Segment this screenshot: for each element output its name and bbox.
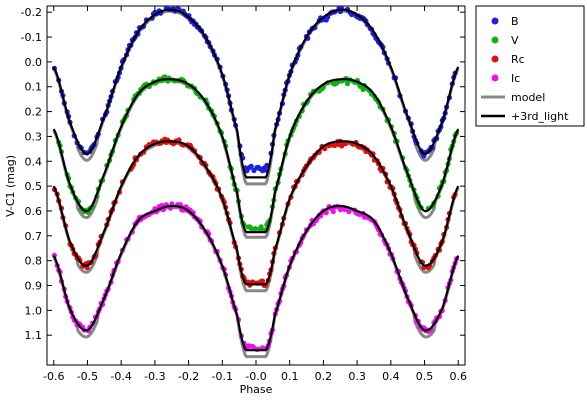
x-axis: -0.6 -0.5 -0.4 -0.3 -0.2 -0.1 -0.0 0.1 0.2 0.3 0.4… [43,6,467,383]
data-point-b [262,167,268,173]
y-tick-label: 1.1 [25,329,43,342]
data-point-ic [346,209,352,215]
legend-marker-rc [491,55,499,63]
data-point-b [248,163,254,169]
x-tick-label: -0.6 [43,370,64,383]
data-point-ic [323,210,329,216]
y-tick-label: 0.4 [25,155,43,168]
y-tick-label: 0.8 [25,255,43,268]
legend-marker-ic [491,74,499,82]
legend-label: +3rd_light [511,110,569,123]
y-tick-label: 0.0 [25,56,43,69]
y-tick-label: 0.5 [25,180,43,193]
x-tick-label: 0.1 [281,370,299,383]
x-tick-label: 0.5 [416,370,434,383]
x-tick-label: -0.3 [144,370,165,383]
x-tick-label: 0.2 [315,370,333,383]
x-tick-label: -0.5 [77,370,98,383]
legend-label: Rc [511,53,525,66]
legend: BV Rc Ic model +3rd_light [475,5,585,127]
series-layer [51,5,460,359]
x-tick-label: -0.2 [178,370,199,383]
y-tick-label: 0.9 [25,279,43,292]
x-tick-label: -0.1 [212,370,233,383]
data-point-ic [342,206,348,212]
x-axis-title: Phase [240,383,273,396]
y-tick-label: 1.0 [25,304,43,317]
third-light-curve-b [52,8,460,179]
y-axis-title: V-C1 (mag) [4,155,17,217]
legend-label: B [511,15,519,28]
y-tick-label: 0.7 [25,230,43,243]
data-point-rc [332,142,338,149]
data-point-v [344,81,351,87]
third-light-curve-ic [52,204,460,352]
x-tick-label: 0.3 [348,370,366,383]
legend-box [475,5,585,127]
legend-marker-b [491,17,499,25]
data-point-ic [330,208,336,215]
x-tick-label: -0.4 [110,370,131,383]
x-tick-label: 0.6 [450,370,468,383]
x-tick-label: -0.0 [245,370,266,383]
y-tick-label: -0.1 [21,31,42,44]
y-tick-label: 0.1 [25,81,43,94]
plot-area [46,5,466,366]
y-tick-label: -0.2 [21,6,42,19]
legend-label: V [511,34,519,47]
data-point-v [252,226,259,232]
third-light-curve-v [52,78,460,234]
data-point-rc [259,278,266,284]
y-tick-label: 0.3 [25,130,43,143]
y-tick-label: 0.2 [25,106,43,119]
y-tick-label: 0.6 [25,205,43,218]
y-axis: -0.2 -0.1 0.0 0.1 0.2 0.3 0.4 0.5 0.6 0.7 0.8 0.9 1.… [21,6,465,342]
third-light-curve-rc [52,140,460,286]
legend-marker-v [491,36,499,44]
legend-label: model [511,91,545,104]
x-tick-label: 0.4 [382,370,400,383]
legend-label: Ic [511,72,520,85]
